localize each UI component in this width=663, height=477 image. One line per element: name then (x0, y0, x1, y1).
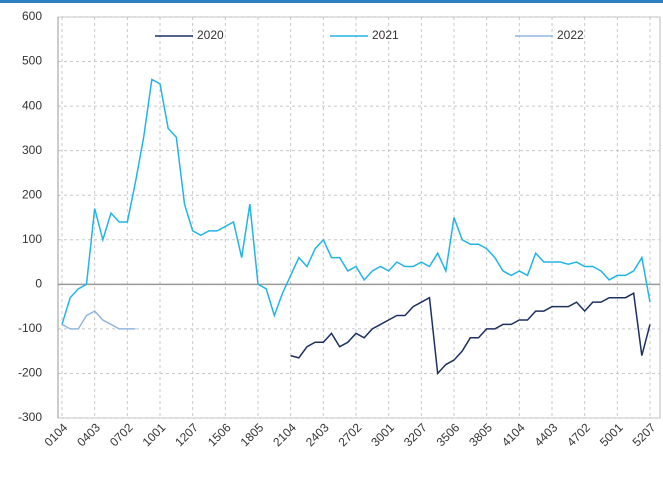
x-tick-label: 2104 (270, 420, 299, 449)
x-tick-label: 3805 (466, 420, 495, 449)
x-tick-label: 0702 (107, 420, 136, 449)
y-tick-label: 600 (22, 9, 42, 23)
x-tick-label: 1001 (140, 420, 169, 449)
y-tick-label: 0 (35, 277, 42, 291)
y-tick-label: 300 (22, 143, 42, 157)
y-tick-label: 400 (22, 98, 42, 112)
x-tick-label: 2403 (303, 420, 332, 449)
x-tick-label: 1506 (205, 420, 234, 449)
x-tick-label: 0104 (42, 420, 71, 449)
chart: -300 -200 -100 0 100 200 300 400 500 600 0104 0403 0… (18, 9, 661, 449)
x-tick-label: 1805 (238, 420, 267, 449)
x-tick-label: 2702 (336, 420, 365, 449)
x-tick-label: 4702 (564, 420, 593, 449)
legend-label: 2022 (557, 28, 584, 42)
y-tick-label: 500 (22, 54, 42, 68)
x-tick-label: 0403 (74, 420, 103, 449)
x-tick-label: 3506 (434, 420, 463, 449)
series-line (61, 310, 136, 330)
y-tick-label: 100 (22, 232, 42, 246)
x-tick-label: 4104 (499, 420, 528, 449)
plot-frame (57, 16, 661, 419)
y-tick-label: -200 (18, 366, 42, 380)
legend-label: 2020 (197, 28, 224, 42)
x-tick-label: 1207 (172, 420, 201, 449)
x-tick-label: 3001 (368, 420, 397, 449)
x-tick-label: 3207 (401, 420, 430, 449)
series-line (290, 292, 651, 376)
x-tick-label: 4403 (532, 420, 561, 449)
x-tick-label: 5001 (597, 420, 626, 449)
x-tick-label: 5207 (630, 420, 659, 449)
top-border (0, 0, 663, 3)
y-tick-label: 200 (22, 187, 42, 201)
y-tick-label: -300 (18, 410, 42, 424)
y-tick-label: -100 (18, 321, 42, 335)
series-line (61, 78, 651, 325)
legend-label: 2021 (372, 28, 399, 42)
